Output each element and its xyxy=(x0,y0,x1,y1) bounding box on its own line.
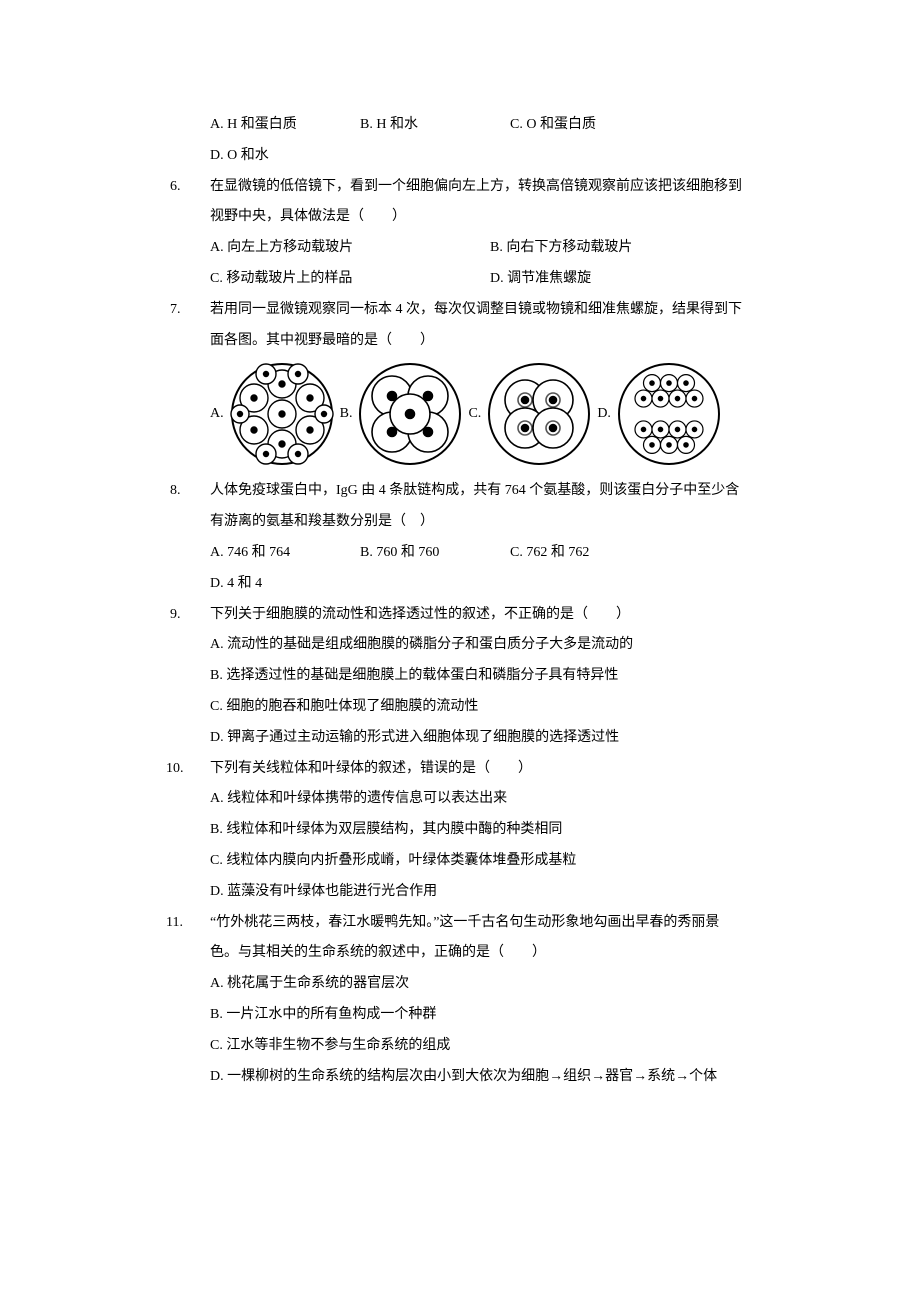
q7-label-c: C. xyxy=(468,407,481,421)
q9-opt-c: C. 细胞的胞吞和胞吐体现了细胞膜的流动性 xyxy=(160,692,770,723)
q6: 6. 在显微镜的低倍镜下，看到一个细胞偏向左上方，转换高倍镜观察前应该把该细胞移… xyxy=(160,172,770,234)
q9-opt-b: B. 选择透过性的基础是细胞膜上的载体蛋白和磷脂分子具有特异性 xyxy=(160,661,770,692)
q7-stem-1: 若用同一显微镜观察同一标本 4 次，每次仅调整目镜或物镜和细准焦螺旋，结果得到下 xyxy=(210,295,770,326)
q11-stem-2: 色。与其相关的生命系统的叙述中，正确的是（ ） xyxy=(210,938,770,969)
q11-opt-a: A. 桃花属于生命系统的器官层次 xyxy=(160,969,770,1000)
q5-options: A. H 和蛋白质 B. H 和水 C. O 和蛋白质 D. O 和水 xyxy=(160,110,770,172)
q6-options-row1: A. 向左上方移动载玻片 B. 向右下方移动载玻片 xyxy=(160,233,770,264)
q7-number: 7. xyxy=(170,295,181,326)
q5-opt-d: D. O 和水 xyxy=(210,141,360,172)
q7-label-b: B. xyxy=(340,407,353,421)
q10-opt-b: B. 线粒体和叶绿体为双层膜结构，其内膜中酶的种类相同 xyxy=(160,815,770,846)
q8-stem-1: 人体免疫球蛋白中，IgG 由 4 条肽链构成，共有 764 个氨基酸，则该蛋白分… xyxy=(210,476,770,507)
q6-number: 6. xyxy=(170,172,181,203)
q6-stem-2: 视野中央，具体做法是（ ） xyxy=(210,202,770,233)
q8-number: 8. xyxy=(170,476,181,507)
q11-opt-b: B. 一片江水中的所有鱼构成一个种群 xyxy=(160,1000,770,1031)
q7-diagram-c xyxy=(487,362,591,466)
q7-diagram-a xyxy=(230,362,334,466)
q7-diagram-b xyxy=(358,362,462,466)
q8-options: A. 746 和 764 B. 760 和 760 C. 762 和 762 D… xyxy=(160,538,770,600)
q10-opt-d: D. 蓝藻没有叶绿体也能进行光合作用 xyxy=(160,877,770,908)
q6-opt-d: D. 调节准焦螺旋 xyxy=(490,264,770,295)
q5-opt-b: B. H 和水 xyxy=(360,110,510,141)
q7-diagram-d: {"n":28,"r":8} xyxy=(617,362,721,466)
q8-opt-d: D. 4 和 4 xyxy=(210,569,360,600)
q10-number: 10. xyxy=(166,754,184,785)
q8: 8. 人体免疫球蛋白中，IgG 由 4 条肽链构成，共有 764 个氨基酸，则该… xyxy=(160,476,770,538)
q11: 11. “竹外桃花三两枝，春江水暖鸭先知。”这一千古名句生动形象地勾画出早春的秀… xyxy=(160,908,770,970)
q9-opt-a: A. 流动性的基础是组成细胞膜的磷脂分子和蛋白质分子大多是流动的 xyxy=(160,630,770,661)
q8-opt-a: A. 746 和 764 xyxy=(210,538,360,569)
q6-options-row2: C. 移动载玻片上的样品 D. 调节准焦螺旋 xyxy=(160,264,770,295)
q9: 9. 下列关于细胞膜的流动性和选择透过性的叙述，不正确的是（ ） xyxy=(160,600,770,631)
q11-opt-d: D. 一棵柳树的生命系统的结构层次由小到大依次为细胞→组织→器官→系统→个体 xyxy=(160,1062,770,1093)
q7: 7. 若用同一显微镜观察同一标本 4 次，每次仅调整目镜或物镜和细准焦螺旋，结果… xyxy=(160,295,770,357)
q6-opt-a: A. 向左上方移动载玻片 xyxy=(210,233,490,264)
q7-stem-2: 面各图。其中视野最暗的是（ ） xyxy=(210,326,770,357)
q6-stem-1: 在显微镜的低倍镜下，看到一个细胞偏向左上方，转换高倍镜观察前应该把该细胞移到 xyxy=(210,172,770,203)
q11-number: 11. xyxy=(166,908,183,939)
q11-opt-c: C. 江水等非生物不参与生命系统的组成 xyxy=(160,1031,770,1062)
q7-diagrams: A. B. xyxy=(160,362,770,466)
q9-opt-d: D. 钾离子通过主动运输的形式进入细胞体现了细胞膜的选择透过性 xyxy=(160,723,770,754)
q10-opt-c: C. 线粒体内膜向内折叠形成嵴，叶绿体类囊体堆叠形成基粒 xyxy=(160,846,770,877)
q7-label-a: A. xyxy=(210,407,224,421)
q10: 10. 下列有关线粒体和叶绿体的叙述，错误的是（ ） xyxy=(160,754,770,785)
exam-page: A. H 和蛋白质 B. H 和水 C. O 和蛋白质 D. O 和水 6. 在… xyxy=(0,0,920,1302)
q9-number: 9. xyxy=(170,600,181,631)
q5-opt-a: A. H 和蛋白质 xyxy=(210,110,360,141)
q10-opt-a: A. 线粒体和叶绿体携带的遗传信息可以表达出来 xyxy=(160,784,770,815)
q6-opt-c: C. 移动载玻片上的样品 xyxy=(210,264,490,295)
q6-opt-b: B. 向右下方移动载玻片 xyxy=(490,233,770,264)
q8-opt-c: C. 762 和 762 xyxy=(510,538,660,569)
q8-stem-2: 有游离的氨基和羧基数分别是（ ） xyxy=(210,507,770,538)
q7-label-d: D. xyxy=(597,407,611,421)
q8-opt-b: B. 760 和 760 xyxy=(360,538,510,569)
q5-opt-c: C. O 和蛋白质 xyxy=(510,110,660,141)
q11-stem-1: “竹外桃花三两枝，春江水暖鸭先知。”这一千古名句生动形象地勾画出早春的秀丽景 xyxy=(210,908,770,939)
q10-stem: 下列有关线粒体和叶绿体的叙述，错误的是（ ） xyxy=(210,754,770,785)
q9-stem: 下列关于细胞膜的流动性和选择透过性的叙述，不正确的是（ ） xyxy=(210,600,770,631)
